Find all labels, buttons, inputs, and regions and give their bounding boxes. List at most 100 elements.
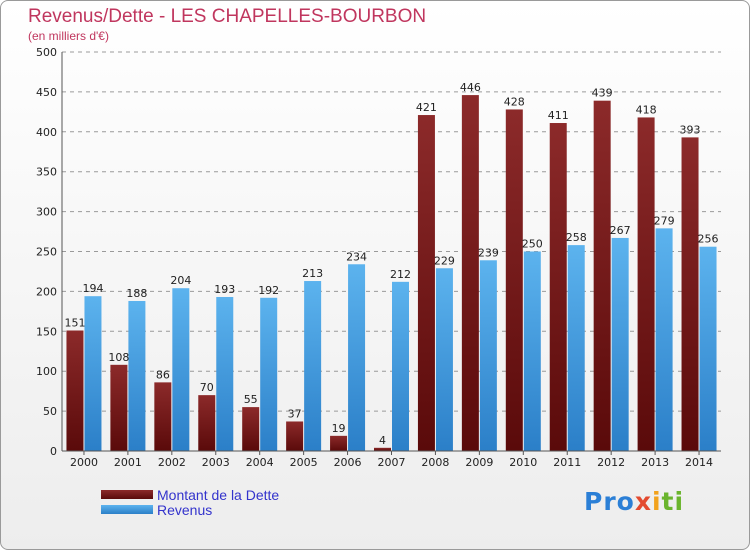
bar-revenue <box>699 246 717 451</box>
chart-title: Revenus/Dette - LES CHAPELLES-BOURBON <box>28 6 427 27</box>
y-tick-label: 300 <box>36 206 57 219</box>
x-tick-label: 2007 <box>378 456 406 469</box>
proxiti-logo: Proxiti <box>584 487 684 516</box>
bar-debt <box>110 364 128 451</box>
bar-revenue <box>128 300 146 451</box>
value-label-debt: 428 <box>504 95 525 108</box>
x-tick-label: 2009 <box>465 456 493 469</box>
bar-debt <box>154 382 172 451</box>
x-tick-label: 2010 <box>509 456 537 469</box>
bar-revenue <box>84 296 102 451</box>
y-tick-label: 100 <box>36 365 57 378</box>
x-tick-label: 2011 <box>553 456 581 469</box>
y-tick-label: 250 <box>36 246 57 259</box>
value-label-revenue: 258 <box>566 231 587 244</box>
bar-revenue <box>260 297 278 451</box>
y-tick-label: 450 <box>36 86 57 99</box>
bar-revenue <box>172 288 190 451</box>
value-label-debt: 393 <box>680 123 701 136</box>
bar-revenue <box>611 237 629 451</box>
y-tick-label: 350 <box>36 166 57 179</box>
value-label-debt: 86 <box>156 368 170 381</box>
y-tick-label: 500 <box>36 46 57 59</box>
value-label-revenue: 279 <box>654 214 675 227</box>
x-tick-label: 2006 <box>334 456 362 469</box>
value-label-debt: 70 <box>200 381 214 394</box>
bar-revenue <box>523 251 541 451</box>
value-label-debt: 19 <box>332 422 346 435</box>
value-label-debt: 418 <box>636 103 657 116</box>
value-label-revenue: 229 <box>434 254 455 267</box>
bar-revenue <box>567 245 585 451</box>
x-tick-label: 2001 <box>114 456 142 469</box>
value-label-revenue: 256 <box>698 233 719 246</box>
legend-label-debt: Montant de la Dette <box>157 486 280 503</box>
legend-swatch-revenue <box>101 505 153 514</box>
value-label-debt: 55 <box>244 393 258 406</box>
x-tick-label: 2008 <box>421 456 449 469</box>
value-label-debt: 4 <box>379 434 386 447</box>
chart-subtitle: (en milliers d'€) <box>28 29 109 43</box>
legend: Montant de la Dette Revenus <box>101 486 280 518</box>
value-label-debt: 108 <box>108 351 129 364</box>
value-label-revenue: 267 <box>610 224 631 237</box>
value-label-debt: 37 <box>288 407 302 420</box>
value-label-revenue: 213 <box>302 267 323 280</box>
y-tick-label: 150 <box>36 325 57 338</box>
bar-revenue <box>216 296 234 451</box>
x-tick-label: 2012 <box>597 456 625 469</box>
bar-debt <box>681 137 699 452</box>
legend-swatch-debt <box>101 490 153 499</box>
value-label-debt: 446 <box>460 81 481 94</box>
value-label-revenue: 234 <box>346 250 367 263</box>
y-tick-label: 400 <box>36 126 57 139</box>
bar-revenue <box>479 260 497 451</box>
value-label-revenue: 193 <box>214 283 235 296</box>
value-label-revenue: 194 <box>82 282 103 295</box>
y-tick-label: 200 <box>36 285 57 298</box>
bar-revenue <box>304 281 322 451</box>
value-label-debt: 151 <box>64 317 85 330</box>
value-label-revenue: 212 <box>390 268 411 281</box>
bar-debt <box>330 435 348 451</box>
bar-debt <box>242 407 260 451</box>
bar-debt <box>198 395 216 451</box>
y-tick-label: 50 <box>43 405 57 418</box>
legend-item-debt: Montant de la Dette <box>101 486 280 503</box>
logo-part-1: Pro <box>584 487 635 516</box>
bar-debt <box>461 95 479 451</box>
bar-revenue <box>392 281 409 451</box>
bar-debt <box>66 330 84 451</box>
value-label-debt: 439 <box>592 87 613 100</box>
value-label-revenue: 250 <box>522 238 543 251</box>
bar-revenue <box>435 268 453 451</box>
x-tick-label: 2003 <box>202 456 230 469</box>
logo-part-3: i <box>651 487 662 516</box>
bar-debt <box>374 447 391 451</box>
value-label-debt: 411 <box>548 109 569 122</box>
x-tick-label: 2005 <box>290 456 318 469</box>
value-label-revenue: 188 <box>126 287 147 300</box>
x-tick-label: 2000 <box>70 456 98 469</box>
logo-part-4: ti <box>661 487 685 516</box>
value-label-revenue: 192 <box>258 284 279 297</box>
value-label-debt: 421 <box>416 101 437 114</box>
bar-debt <box>417 115 435 452</box>
x-tick-label: 2014 <box>685 456 713 469</box>
x-tick-label: 2002 <box>158 456 186 469</box>
bar-debt <box>593 100 611 451</box>
bar-revenue <box>348 264 366 451</box>
value-label-revenue: 239 <box>478 246 499 259</box>
x-tick-label: 2004 <box>246 456 274 469</box>
x-tick-label: 2013 <box>641 456 669 469</box>
value-label-revenue: 204 <box>170 274 191 287</box>
bar-debt <box>637 117 655 451</box>
bar-debt <box>505 109 523 452</box>
bar-revenue <box>655 228 673 451</box>
bar-debt <box>286 421 304 451</box>
logo-part-2: x <box>634 487 652 516</box>
legend-label-revenue: Revenus <box>157 501 213 518</box>
y-tick-label: 0 <box>50 445 57 458</box>
